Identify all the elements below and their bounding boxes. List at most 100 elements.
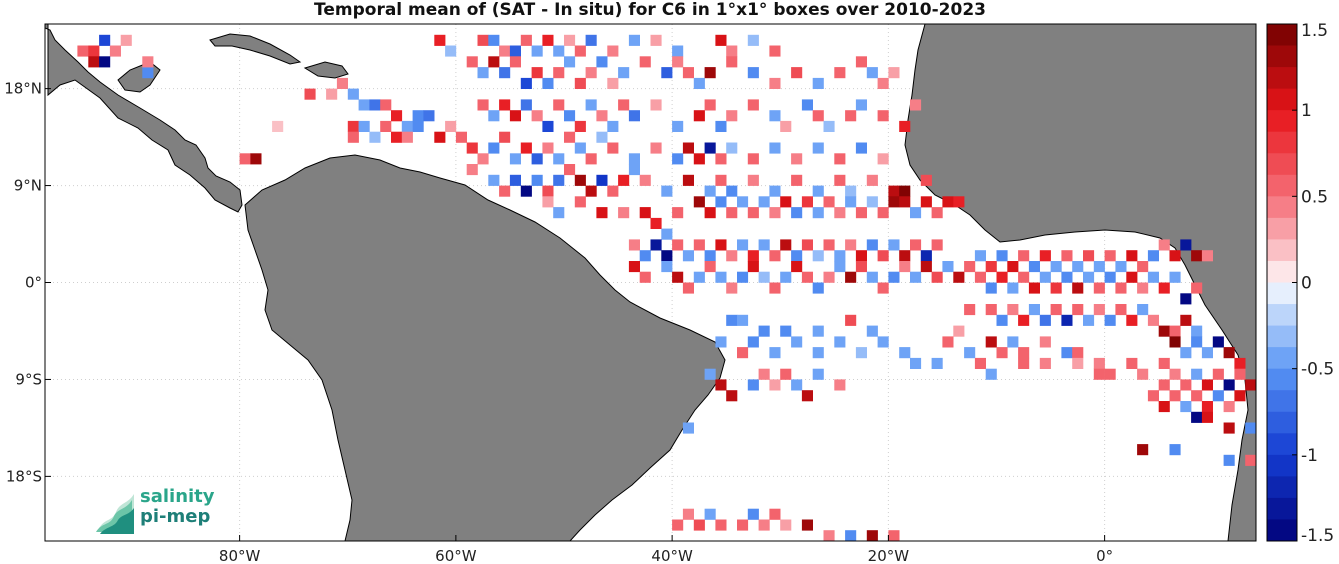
data-cell — [823, 530, 835, 541]
data-cell — [942, 196, 954, 208]
data-cell — [618, 99, 630, 111]
data-cell — [1083, 314, 1095, 326]
data-cell — [704, 99, 716, 111]
data-cell — [845, 530, 857, 541]
data-cell — [877, 77, 889, 89]
data-cell — [791, 153, 803, 165]
data-cell — [1018, 271, 1030, 283]
data-cell — [888, 271, 900, 283]
data-cell — [726, 185, 738, 197]
data-cell — [607, 120, 619, 132]
data-cell — [628, 153, 640, 165]
data-cell — [672, 519, 684, 531]
data-cell — [747, 153, 759, 165]
data-cell — [823, 271, 835, 283]
data-cell — [866, 174, 878, 186]
data-cell — [737, 314, 749, 326]
data-cell — [888, 67, 900, 79]
data-cell — [693, 196, 705, 208]
data-cell — [996, 250, 1008, 262]
data-cell — [304, 88, 316, 100]
data-cell — [553, 67, 565, 79]
data-cell — [585, 99, 597, 111]
data-cell — [737, 519, 749, 531]
data-cell — [834, 153, 846, 165]
data-cell — [1158, 357, 1170, 369]
colorbar-swatch — [1267, 519, 1297, 542]
data-cell — [953, 325, 965, 337]
data-cell — [499, 99, 511, 111]
data-cell — [758, 239, 770, 251]
data-cell — [1180, 293, 1192, 305]
data-cell — [1050, 282, 1062, 294]
data-cell — [823, 120, 835, 132]
data-cell — [758, 271, 770, 283]
data-cell — [1180, 239, 1192, 251]
data-cell — [1169, 271, 1181, 283]
colorbar-swatch — [1267, 88, 1297, 111]
data-cell — [834, 336, 846, 348]
data-cell — [855, 99, 867, 111]
data-cell — [834, 174, 846, 186]
data-cell — [596, 174, 608, 186]
data-cell — [780, 271, 792, 283]
data-cell — [910, 99, 922, 111]
data-cell — [715, 519, 727, 531]
x-tick-label: 20°W — [868, 547, 910, 564]
colorbar-swatch — [1267, 110, 1297, 133]
data-cell — [1061, 271, 1073, 283]
data-cell — [855, 261, 867, 273]
data-cell — [499, 131, 511, 143]
data-cell — [899, 250, 911, 262]
data-cell — [607, 77, 619, 89]
data-cell — [726, 207, 738, 219]
data-cell — [1093, 357, 1105, 369]
data-cell — [1007, 261, 1019, 273]
data-cell — [866, 239, 878, 251]
colorbar-tick-label: 0.5 — [1301, 187, 1328, 207]
data-cell — [964, 304, 976, 316]
data-cell — [910, 271, 922, 283]
data-cell — [88, 45, 100, 57]
data-cell — [618, 174, 630, 186]
data-cell — [769, 185, 781, 197]
data-cell — [109, 45, 121, 57]
data-cell — [1212, 336, 1224, 348]
data-cell — [564, 56, 576, 68]
data-cell — [488, 174, 500, 186]
data-cell — [596, 110, 608, 122]
data-cell — [509, 56, 521, 68]
data-cell — [780, 239, 792, 251]
data-cell — [726, 45, 738, 57]
data-cell — [682, 422, 694, 434]
colorbar-tick-label: -1.5 — [1301, 526, 1334, 546]
data-cell — [801, 99, 813, 111]
data-cell — [682, 508, 694, 520]
data-cell — [931, 357, 943, 369]
data-cell — [726, 390, 738, 402]
data-cell — [1104, 271, 1116, 283]
data-cell — [520, 185, 532, 197]
data-cell — [1158, 401, 1170, 413]
data-cell — [1191, 390, 1203, 402]
data-cell — [964, 347, 976, 359]
data-cell — [791, 336, 803, 348]
data-cell — [1169, 368, 1181, 380]
colorbar-swatch — [1267, 325, 1297, 348]
data-cell — [509, 153, 521, 165]
data-cell — [553, 174, 565, 186]
data-cell — [855, 207, 867, 219]
data-cell — [564, 34, 576, 46]
data-cell — [769, 207, 781, 219]
data-cell — [1137, 444, 1149, 456]
data-cell — [628, 239, 640, 251]
data-cell — [1158, 325, 1170, 337]
data-cell — [1126, 250, 1138, 262]
land-masses — [45, 24, 1256, 541]
data-cell — [574, 77, 586, 89]
data-cell — [574, 142, 586, 154]
data-cell — [715, 153, 727, 165]
data-cell — [920, 250, 932, 262]
data-cell — [520, 99, 532, 111]
data-cell — [1180, 401, 1192, 413]
